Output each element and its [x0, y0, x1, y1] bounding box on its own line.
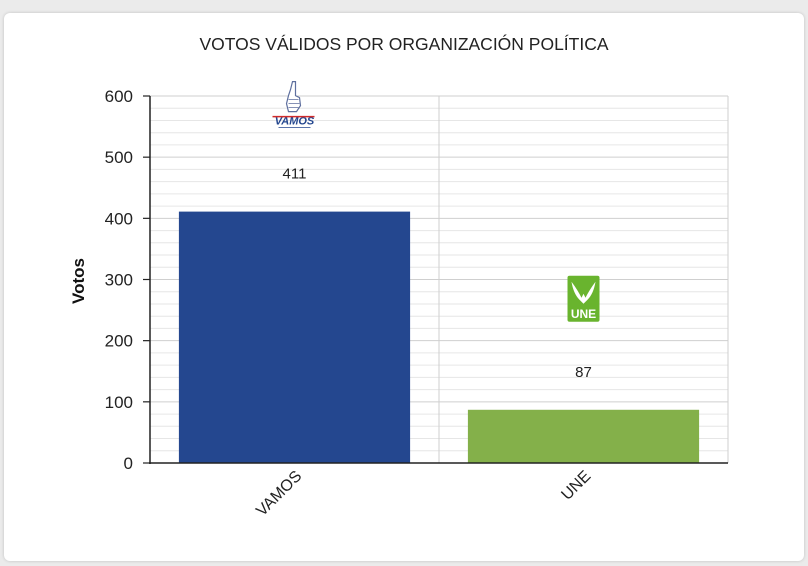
y-tick-label: 500 [105, 148, 133, 167]
y-tick-label: 0 [124, 454, 133, 473]
y-tick-label: 400 [105, 209, 133, 228]
svg-text:UNE: UNE [571, 307, 596, 321]
y-tick-label: 100 [105, 393, 133, 412]
bar-vamos[interactable] [178, 211, 411, 463]
vamos-logo-icon: VAMOS [272, 81, 315, 129]
x-tick-label: UNE [558, 468, 594, 504]
data-label: 87 [575, 364, 592, 381]
une-logo-icon: UNE [567, 275, 600, 322]
bar-une[interactable] [467, 409, 700, 463]
y-tick-label: 200 [105, 332, 133, 351]
svg-text:VAMOS: VAMOS [275, 116, 315, 128]
y-tick-label: 600 [105, 87, 133, 106]
bars [178, 211, 700, 463]
data-label: 411 [283, 166, 307, 183]
chart-title: VOTOS VÁLIDOS POR ORGANIZACIÓN POLÍTICA [199, 34, 609, 54]
x-tick-label: VAMOS [253, 468, 305, 520]
axes: 0 100 200 300 400 500 600 [105, 87, 728, 473]
y-axis-label: Votos [69, 258, 88, 304]
y-tick-label: 300 [105, 271, 133, 290]
